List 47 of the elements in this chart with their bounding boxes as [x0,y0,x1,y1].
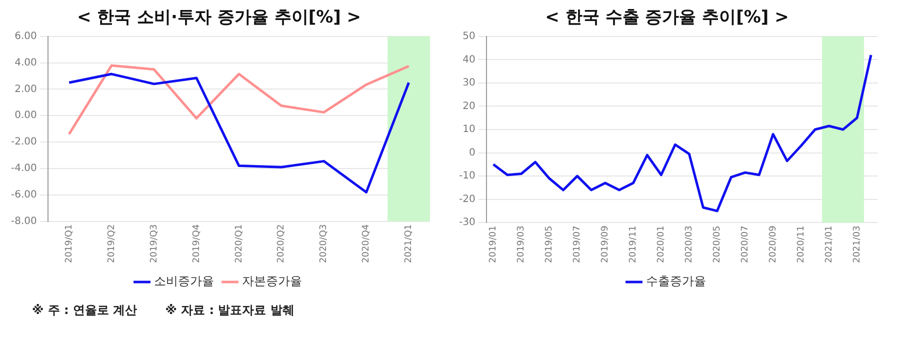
chart-title: < 한국 소비·투자 증가율 추이[%] > [76,8,362,28]
x-tick-label: 2020/03 [684,226,695,263]
y-tick-label: 40 [462,54,476,66]
x-tick-label: 2020/Q3 [319,224,330,264]
chart-title: < 한국 수출 증가율 추이[%] > [545,8,789,28]
text: ※ 자료 : 발표자료 발췌 [165,303,294,317]
x-tick-label: 2020/07 [740,226,750,263]
x-tick-label: 2019/Q2 [106,224,117,264]
y-tick-label: 50 [462,30,476,42]
y-tick-label: -2.00 [11,136,37,148]
y-tick-label: 10 [462,124,476,136]
x-tick-label: 2019/03 [516,226,527,263]
legend-label: 수출증가율 [646,274,706,288]
x-tick-label: 2019/05 [544,226,555,263]
x-tick-label: 2020/Q1 [234,224,244,264]
y-tick-label: 4.00 [14,57,37,68]
y-tick-label: -4.00 [11,163,37,174]
x-tick-label: 2020/Q4 [362,224,372,264]
x-tick-label: 2019/Q1 [64,224,74,264]
x-tick-label: 2019/11 [628,226,639,263]
x-tick-label: 2020/09 [768,225,778,263]
x-tick-label: 2021/Q1 [404,224,414,264]
x-tick-label: 2020/11 [796,226,806,263]
x-tick-label: 2019/07 [572,226,583,263]
x-tick-label: 2019/Q3 [149,224,160,264]
legend-label: 자본증가율 [242,274,302,288]
legend-label: 소비증가율 [154,274,214,288]
x-tick-label: 2021/03 [852,226,862,263]
x-tick-label: 2021/01 [824,226,834,263]
x-tick-label: 2019/Q4 [192,224,202,264]
y-tick-label: 0.00 [14,110,37,122]
y-tick-label: 0 [468,147,476,158]
y-tick-label: -6.00 [11,189,37,200]
x-tick-label: 2020/01 [656,226,667,263]
y-tick-label: -10 [458,170,476,182]
y-tick-label: -20 [458,194,476,205]
x-tick-label: 2020/05 [712,226,722,263]
x-tick-label: 2020/Q2 [276,224,287,264]
y-tick-label: -8.00 [11,216,37,227]
text: ※ 주 : 연율로 계산 [32,303,138,317]
y-tick-label: 30 [462,78,476,89]
y-tick-label: 2.00 [14,84,37,95]
y-tick-label: 6.00 [14,30,37,42]
x-tick-label: 2019/01 [488,226,499,263]
x-tick-label: 2019/09 [600,225,611,263]
y-tick-label: 20 [462,100,476,112]
y-tick-label: -30 [458,217,476,228]
